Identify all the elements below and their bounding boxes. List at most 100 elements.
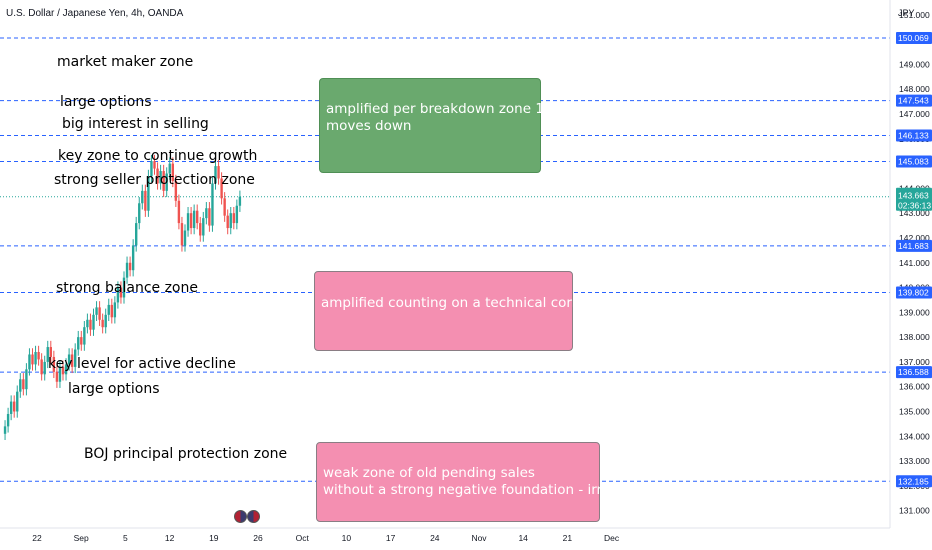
candle-body xyxy=(80,337,83,345)
candle-body xyxy=(119,287,123,298)
time-tick-label: 12 xyxy=(165,533,175,543)
level-price-tag: 150.069 xyxy=(896,31,932,44)
candle-body xyxy=(147,176,150,211)
candle-body xyxy=(138,203,141,224)
pink-note-box-middle[interactable]: amplified counting on a technical correc… xyxy=(314,271,619,351)
level-tag-bg xyxy=(896,366,932,379)
candle-body xyxy=(199,223,202,236)
time-tick-label: 17 xyxy=(386,533,396,543)
time-tick-label: 5 xyxy=(123,533,128,543)
annotation-large-options-top: large options xyxy=(60,94,152,110)
annotation-seller-protection: strong seller protection zone xyxy=(54,172,255,188)
price-tick-label: 141.000 xyxy=(899,258,930,268)
candle-body xyxy=(83,327,86,345)
candle-body xyxy=(37,352,40,360)
chart-title: U.S. Dollar / Japanese Yen, 4h, OANDA xyxy=(6,8,184,19)
annotation-balance-zone: strong balance zone xyxy=(56,280,198,296)
candle-body xyxy=(211,183,214,226)
current-price-value: 143.663 xyxy=(898,191,929,201)
level-price-tag: 141.683 xyxy=(896,239,932,252)
us-flag-icon[interactable] xyxy=(247,510,260,523)
pink-note-box-low[interactable]: weak zone of old pending sales without a… xyxy=(316,442,653,522)
candle-body xyxy=(110,304,113,318)
time-tick-label: 19 xyxy=(209,533,219,543)
candle-body xyxy=(238,196,242,206)
candle-body xyxy=(205,208,208,219)
candle-body xyxy=(144,190,147,211)
price-tick-label: 147.000 xyxy=(899,109,930,119)
annotation-big-interest: big interest in selling xyxy=(62,116,209,132)
time-tick-label: 24 xyxy=(430,533,440,543)
candle-body xyxy=(192,210,196,229)
candle-body xyxy=(61,366,65,375)
candle-body xyxy=(150,161,153,176)
candle-body xyxy=(95,307,98,315)
candle-body xyxy=(180,223,184,246)
candle-body xyxy=(46,347,49,362)
level-tag-bg xyxy=(896,239,932,252)
candle-body xyxy=(67,354,71,365)
green-note-line-1: amplified per breakdown zone 144.50 xyxy=(326,101,583,117)
time-axis: 22 Sep 5 12 19 26 Oct 10 17 24 Nov 14 21 Dec xyxy=(32,533,620,543)
green-note-box[interactable]: amplified per breakdown zone 144.50 move… xyxy=(319,78,583,173)
candle-body xyxy=(229,213,232,229)
candle-body xyxy=(77,337,80,350)
price-tick-label: 148.000 xyxy=(899,84,930,94)
time-tick-label: Dec xyxy=(604,533,620,543)
price-tags: 150.069 147.543 146.133 145.083 141.683 139.8… xyxy=(896,31,932,488)
candle-body xyxy=(141,190,144,204)
price-tick-label: 136.000 xyxy=(899,382,930,392)
candle-body xyxy=(196,210,199,224)
candle-body xyxy=(153,161,156,169)
level-tag-bg xyxy=(896,475,932,488)
price-tick-label: 135.000 xyxy=(899,406,930,416)
time-tick-label: 22 xyxy=(32,533,42,543)
candle-body xyxy=(31,354,34,365)
candle-body xyxy=(98,307,101,320)
candle-body xyxy=(16,391,19,412)
time-tick-label: 14 xyxy=(518,533,528,543)
candle-body xyxy=(189,213,193,229)
price-tick-label: 134.000 xyxy=(899,431,930,441)
level-price-tag: 139.802 xyxy=(896,286,932,299)
level-tag-bg xyxy=(896,155,932,168)
level-tag-bg xyxy=(896,31,932,44)
candle-body xyxy=(25,369,28,390)
current-price-countdown: 02:36:13 xyxy=(898,201,931,211)
price-tick-label: 149.000 xyxy=(899,59,930,69)
level-tag-label: 136.588 xyxy=(898,367,929,377)
annotation-boj-zone: BOJ principal protection zone xyxy=(84,446,288,462)
candle-body xyxy=(92,314,95,330)
candle-body xyxy=(165,173,168,191)
level-tag-label: 141.683 xyxy=(898,241,929,251)
candle-body xyxy=(131,245,135,271)
level-tag-label: 145.083 xyxy=(898,157,929,167)
candle-body xyxy=(19,379,22,392)
price-tick-label: 131.000 xyxy=(899,506,930,516)
level-tag-label: 150.069 xyxy=(898,33,929,43)
us-flag-icon[interactable] xyxy=(234,510,247,523)
candle-body xyxy=(52,356,56,372)
level-price-tag: 147.543 xyxy=(896,94,932,107)
candle-body xyxy=(156,168,159,184)
pink-note-low-line-2: without a strong negative foundation - i… xyxy=(323,482,653,498)
candles xyxy=(3,154,242,440)
level-tag-bg xyxy=(896,94,932,107)
candle-body xyxy=(186,213,190,231)
candle-body xyxy=(177,200,181,224)
candle-body xyxy=(28,354,31,370)
candle-body xyxy=(89,319,92,330)
candle-body xyxy=(9,401,13,414)
candle-body xyxy=(22,379,25,390)
candle-body xyxy=(64,364,68,375)
candle-body xyxy=(220,178,223,199)
time-tick-label: 10 xyxy=(342,533,352,543)
candle-body xyxy=(58,366,62,382)
annotation-large-options-bottom: large options xyxy=(68,381,160,397)
level-tag-label: 146.133 xyxy=(898,131,929,141)
candle-body xyxy=(122,277,126,298)
time-tick-label: 21 xyxy=(563,533,573,543)
price-tick-label: 137.000 xyxy=(899,357,930,367)
candle-body xyxy=(74,349,77,367)
